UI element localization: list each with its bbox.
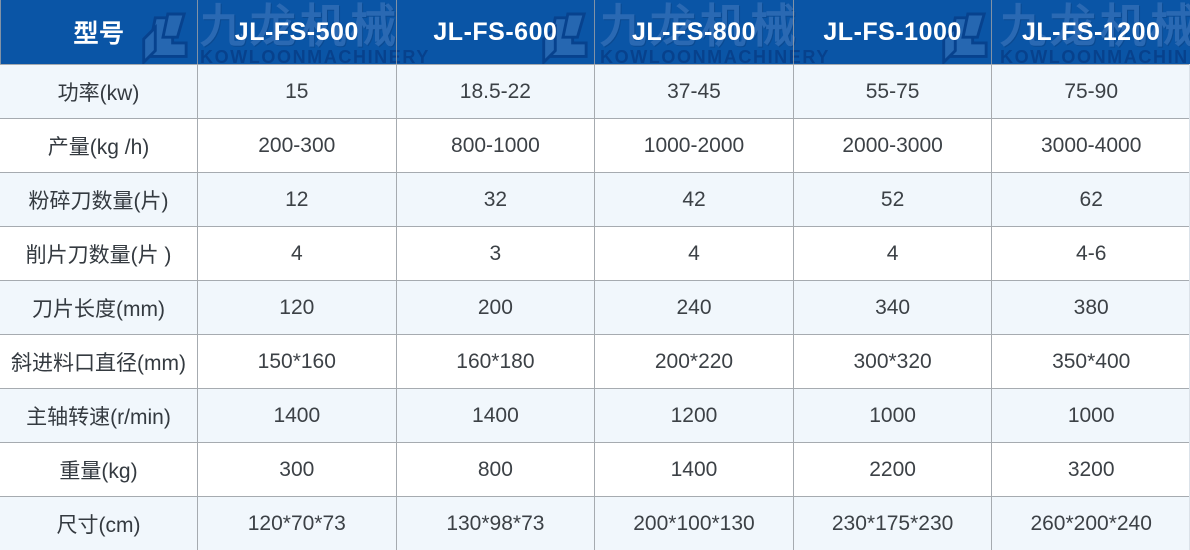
table-row-inlet-diameter: 斜进料口直径(mm) 150*160 160*180 200*220 300*3… <box>0 334 1190 388</box>
table-cell: 42 <box>594 173 793 226</box>
table-cell: 240 <box>594 281 793 334</box>
table-cell: 3000-4000 <box>991 119 1190 172</box>
table-cell: 15 <box>197 65 396 118</box>
table-cell: 32 <box>395 173 595 226</box>
table-cell: 380 <box>991 281 1190 334</box>
table-cell: 2000-3000 <box>792 119 992 172</box>
table-cell: 350*400 <box>991 335 1190 388</box>
table-cell: 800 <box>395 443 595 496</box>
table-cell: 4 <box>197 227 396 280</box>
table-row-power: 功率(kw) 15 18.5-22 37-45 55-75 75-90 <box>0 64 1190 118</box>
table-cell: 130*98*73 <box>395 497 595 550</box>
row-label: 重量(kg) <box>59 459 138 483</box>
table-cell: 120*70*73 <box>197 497 396 550</box>
table-cell: 1400 <box>395 389 595 442</box>
row-label: 产量(kg /h) <box>47 135 150 159</box>
table-cell: 800-1000 <box>395 119 595 172</box>
table-cell: 4 <box>594 227 793 280</box>
table-cell: 340 <box>792 281 992 334</box>
table-cell: 200*100*130 <box>594 497 793 550</box>
row-label: 尺寸(cm) <box>56 513 141 537</box>
table-cell: 4 <box>792 227 992 280</box>
table-cell: 1000-2000 <box>594 119 793 172</box>
column-header-fs500: JL-FS-500 <box>197 0 396 64</box>
table-header-row: 九龙机械 KOWLOONMACHINERY 九龙机械 KOWLOONMACHIN… <box>0 0 1190 64</box>
row-label: 刀片长度(mm) <box>32 297 165 321</box>
table-cell: 3 <box>395 227 595 280</box>
table-cell: 120 <box>197 281 396 334</box>
table-cell: 37-45 <box>594 65 793 118</box>
table-row-output: 产量(kg /h) 200-300 800-1000 1000-2000 200… <box>0 118 1190 172</box>
table-cell: 1000 <box>792 389 992 442</box>
column-header-fs800: JL-FS-800 <box>594 0 793 64</box>
table-row-crusher-blades: 粉碎刀数量(片) 12 32 42 52 62 <box>0 172 1190 226</box>
table-cell: 260*200*240 <box>991 497 1190 550</box>
row-label: 粉碎刀数量(片) <box>28 189 169 213</box>
table-cell: 2200 <box>792 443 992 496</box>
table-row-weight: 重量(kg) 300 800 1400 2200 3200 <box>0 442 1190 496</box>
row-label: 功率(kw) <box>57 81 140 105</box>
table-cell: 300*320 <box>792 335 992 388</box>
table-cell: 150*160 <box>197 335 396 388</box>
row-label: 削片刀数量(片 ) <box>25 243 172 267</box>
table-cell: 1200 <box>594 389 793 442</box>
column-header-fs1200: JL-FS-1200 <box>991 0 1190 64</box>
column-header-model: 型号 <box>0 0 197 64</box>
table-cell: 12 <box>197 173 396 226</box>
table-cell: 62 <box>991 173 1190 226</box>
table-cell: 200-300 <box>197 119 396 172</box>
column-header-fs1000: JL-FS-1000 <box>792 0 992 64</box>
table-row-dimensions: 尺寸(cm) 120*70*73 130*98*73 200*100*130 2… <box>0 496 1190 550</box>
table-cell: 1400 <box>594 443 793 496</box>
table-cell: 1400 <box>197 389 396 442</box>
table-cell: 4-6 <box>991 227 1190 280</box>
table-row-blade-length: 刀片长度(mm) 120 200 240 340 380 <box>0 280 1190 334</box>
row-label: 主轴转速(r/min) <box>26 405 171 429</box>
table-cell: 3200 <box>991 443 1190 496</box>
table-cell: 75-90 <box>991 65 1190 118</box>
table-row-chipper-blades: 削片刀数量(片 ) 4 3 4 4 4-6 <box>0 226 1190 280</box>
table-cell: 1000 <box>991 389 1190 442</box>
table-cell: 230*175*230 <box>792 497 992 550</box>
table-cell: 55-75 <box>792 65 992 118</box>
table-cell: 52 <box>792 173 992 226</box>
table-cell: 200*220 <box>594 335 793 388</box>
table-row-spindle-speed: 主轴转速(r/min) 1400 1400 1200 1000 1000 <box>0 388 1190 442</box>
table-cell: 300 <box>197 443 396 496</box>
row-label: 斜进料口直径(mm) <box>11 351 186 375</box>
table-cell: 18.5-22 <box>395 65 595 118</box>
table-cell: 160*180 <box>395 335 595 388</box>
table-cell: 200 <box>395 281 595 334</box>
column-header-fs600: JL-FS-600 <box>395 0 595 64</box>
